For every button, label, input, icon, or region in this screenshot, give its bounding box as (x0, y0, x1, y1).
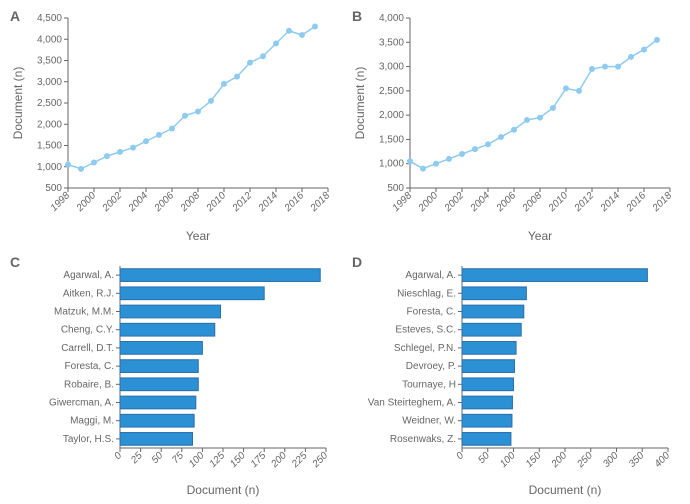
panel-D-svg: Agarwal, A. Nieschlag, E. Foresta, C. Estev… (350, 254, 680, 498)
panel-C-svg: Agarwal, A. Aitken, R.J. Matzuk, M.M. Cheng… (8, 254, 338, 498)
svg-text:2012: 2012 (230, 190, 255, 215)
svg-text:500: 500 (45, 183, 62, 194)
svg-text:1,000: 1,000 (37, 162, 62, 173)
svg-text:250: 250 (310, 450, 331, 471)
svg-text:2000: 2000 (416, 190, 441, 215)
svg-text:125: 125 (208, 450, 228, 470)
svg-text:4,000: 4,000 (379, 13, 404, 24)
svg-text:50: 50 (476, 450, 492, 466)
svg-text:50: 50 (150, 450, 166, 466)
svg-text:0: 0 (112, 450, 124, 462)
svg-text:Carrell, D.T.: Carrell, D.T. (61, 343, 114, 354)
svg-text:Devroey, P.: Devroey, P. (406, 361, 456, 372)
figure-root: A 5001,0001,5002,0002,5003,0003,5004,000… (0, 0, 690, 504)
svg-text:2002: 2002 (100, 190, 125, 215)
svg-text:Matzuk, M.M.: Matzuk, M.M. (54, 307, 114, 318)
svg-text:Maggi, M.: Maggi, M. (70, 416, 114, 427)
svg-text:2,000: 2,000 (37, 119, 62, 130)
svg-text:2000: 2000 (74, 190, 99, 215)
svg-text:2,000: 2,000 (379, 110, 404, 121)
svg-text:4,500: 4,500 (37, 13, 62, 24)
svg-text:Aitken, R.J.: Aitken, R.J. (63, 288, 114, 299)
svg-text:Year: Year (186, 229, 210, 243)
svg-text:Tournaye, H: Tournaye, H (402, 379, 456, 390)
panel-A-label: A (10, 8, 20, 24)
svg-text:300: 300 (601, 450, 621, 470)
svg-text:250: 250 (575, 450, 596, 471)
svg-text:Year: Year (528, 229, 552, 243)
svg-text:Document (n): Document (n) (11, 67, 25, 140)
svg-text:Esteves, S.C.: Esteves, S.C. (395, 325, 456, 336)
panel-B-label: B (352, 8, 362, 24)
panel-C-label: C (10, 254, 20, 270)
svg-text:1,500: 1,500 (379, 134, 404, 145)
svg-text:200: 200 (269, 450, 290, 471)
svg-text:Rosenwaks, Z.: Rosenwaks, Z. (390, 434, 456, 445)
svg-text:Van Steirteghem, A.: Van Steirteghem, A. (368, 398, 456, 409)
svg-text:150: 150 (524, 450, 544, 470)
svg-text:Nieschlag, E.: Nieschlag, E. (397, 288, 456, 299)
svg-text:350: 350 (627, 450, 647, 470)
svg-text:3,500: 3,500 (379, 37, 404, 48)
svg-text:200: 200 (549, 450, 570, 471)
svg-text:3,000: 3,000 (379, 62, 404, 73)
svg-text:Foresta, C.: Foresta, C. (407, 307, 456, 318)
panel-A-svg: 500 1,000 1,500 2,000 2,500 3,000 3,500 4,000 4,… (8, 4, 338, 244)
svg-text:2012: 2012 (572, 190, 597, 215)
svg-text:Document (n): Document (n) (187, 483, 260, 497)
svg-text:2014: 2014 (256, 190, 281, 215)
svg-text:Agarwal, A.: Agarwal, A. (63, 270, 114, 281)
svg-text:Taylor, H.S.: Taylor, H.S. (63, 434, 114, 445)
svg-text:Document (n): Document (n) (529, 483, 602, 497)
svg-text:3,500: 3,500 (37, 56, 62, 67)
svg-text:1,000: 1,000 (379, 159, 404, 170)
svg-text:2006: 2006 (152, 190, 177, 215)
svg-text:2004: 2004 (468, 190, 493, 215)
svg-text:2016: 2016 (282, 190, 307, 215)
svg-text:3,000: 3,000 (37, 77, 62, 88)
svg-text:500: 500 (387, 183, 404, 194)
svg-text:2,500: 2,500 (379, 86, 404, 97)
svg-text:2,500: 2,500 (37, 98, 62, 109)
panel-D-label: D (352, 254, 362, 270)
svg-text:0: 0 (454, 450, 466, 462)
svg-text:2004: 2004 (126, 190, 151, 215)
svg-text:150: 150 (228, 450, 248, 470)
svg-text:75: 75 (170, 450, 186, 466)
svg-text:2016: 2016 (624, 190, 649, 215)
svg-text:100: 100 (187, 450, 207, 470)
svg-text:2006: 2006 (494, 190, 519, 215)
svg-text:25: 25 (128, 450, 145, 467)
svg-text:Document (n): Document (n) (353, 67, 367, 140)
svg-text:Foresta, C.: Foresta, C. (65, 361, 114, 372)
svg-text:Weidner, W.: Weidner, W. (402, 416, 456, 427)
panel-B: B 5001,0001,5002,0002,5003,0003,5004,000… (350, 4, 680, 244)
svg-text:1,500: 1,500 (37, 141, 62, 152)
svg-text:2002: 2002 (442, 190, 467, 215)
svg-text:2010: 2010 (546, 190, 571, 215)
svg-text:400: 400 (653, 450, 673, 470)
svg-text:2008: 2008 (520, 190, 545, 215)
svg-text:Schlegel, P.N.: Schlegel, P.N. (394, 343, 456, 354)
svg-text:4,000: 4,000 (37, 34, 62, 45)
panel-C: C Agarwal, A. Aitken, R.J. Matzuk, M.M. Che… (8, 254, 338, 498)
panel-D: D Agarwal, A. Nieschlag, E. Foresta, C. Est… (350, 254, 680, 498)
panel-A: A 500 1,000 1,500 2,000 2,500 3,000 3,500 4,000… (8, 4, 338, 244)
svg-text:225: 225 (289, 450, 310, 471)
svg-text:Robaire, B.: Robaire, B. (64, 379, 114, 390)
svg-text:2014: 2014 (598, 190, 623, 215)
svg-text:Giwercman, A.: Giwercman, A. (49, 398, 114, 409)
svg-text:2008: 2008 (178, 190, 203, 215)
panel-B-svg: 5001,0001,5002,0002,5003,0003,5004,00019… (350, 4, 680, 244)
svg-text:Cheng, C.Y.: Cheng, C.Y. (61, 325, 114, 336)
svg-text:2010: 2010 (204, 190, 229, 215)
svg-text:Agarwal, A.: Agarwal, A. (405, 270, 456, 281)
svg-text:2018: 2018 (308, 190, 333, 215)
svg-text:100: 100 (498, 450, 518, 470)
svg-text:2018: 2018 (650, 190, 675, 215)
svg-text:175: 175 (249, 450, 269, 470)
